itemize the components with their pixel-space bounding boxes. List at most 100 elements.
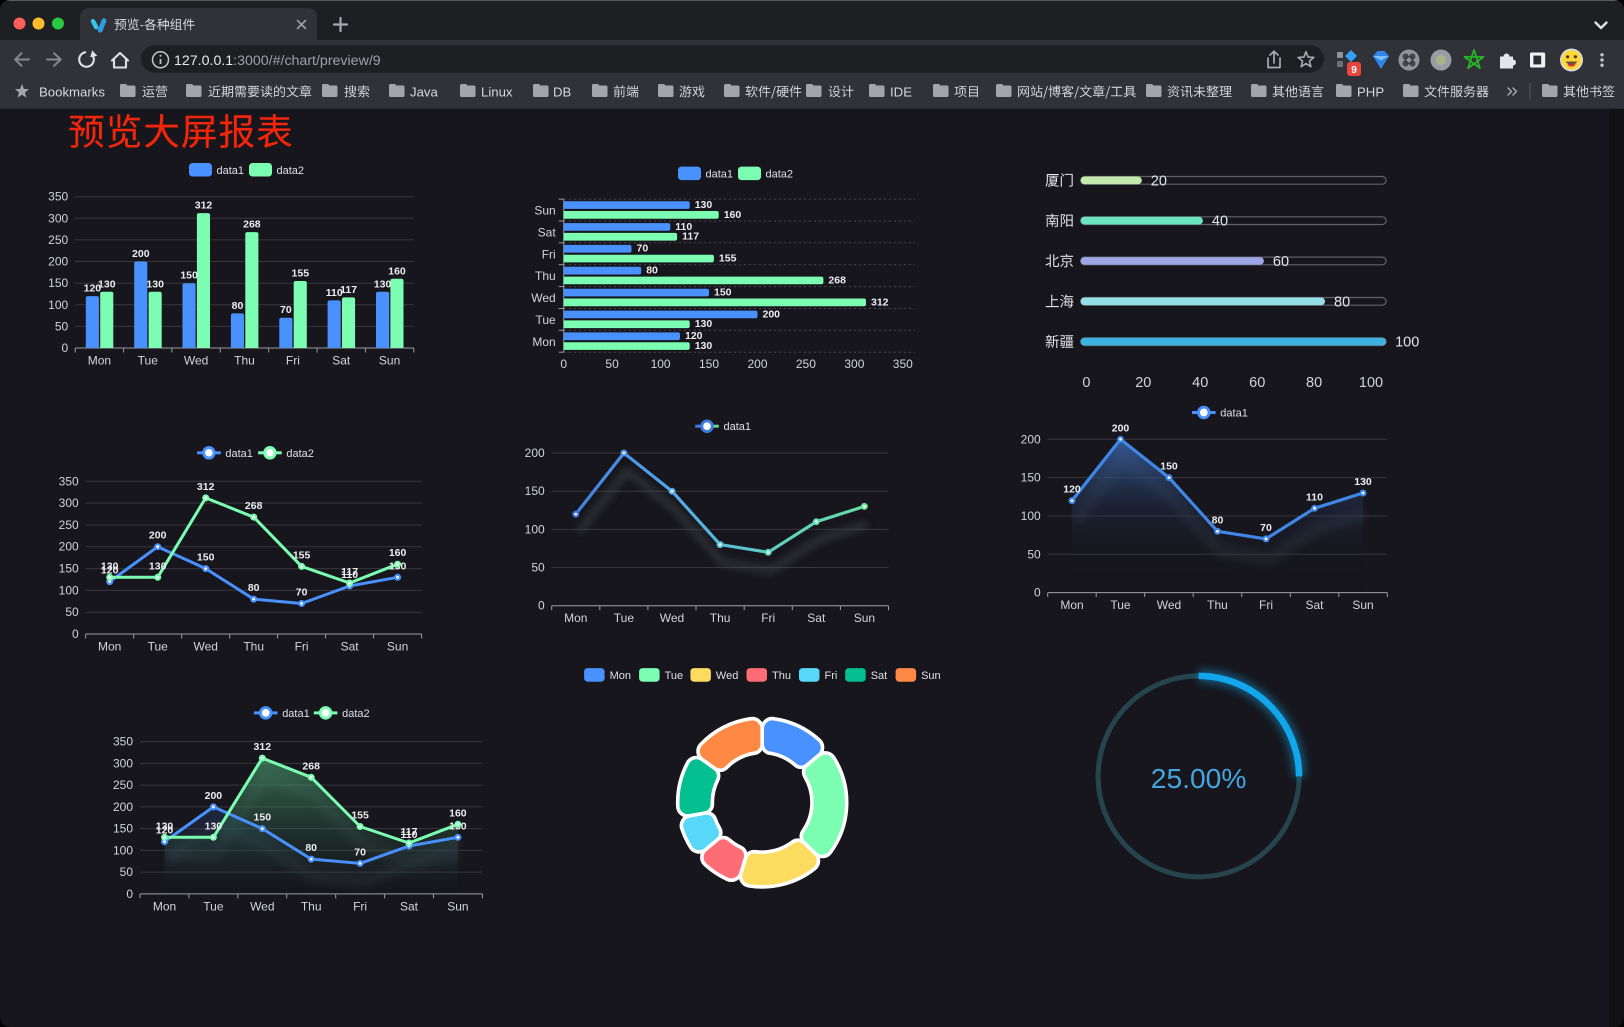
svg-text:160: 160: [389, 547, 407, 559]
svg-text:40: 40: [1212, 214, 1228, 230]
svg-text:data1: data1: [706, 169, 734, 181]
svg-text:Tue: Tue: [614, 611, 635, 625]
svg-text:0: 0: [538, 599, 545, 613]
svg-text:150: 150: [1021, 471, 1041, 485]
svg-text:data2: data2: [766, 169, 794, 181]
svg-text:100: 100: [1395, 335, 1419, 351]
svg-text:117: 117: [340, 284, 357, 296]
svg-text:Wed: Wed: [184, 354, 208, 368]
svg-text:Linux: Linux: [481, 85, 513, 100]
svg-text:130: 130: [695, 199, 713, 211]
svg-text:Sat: Sat: [332, 354, 351, 368]
svg-text:160: 160: [449, 807, 467, 819]
svg-text:200: 200: [763, 308, 781, 320]
svg-text:110: 110: [326, 287, 343, 299]
svg-text:Mon: Mon: [532, 335, 555, 349]
svg-text:Sun: Sun: [387, 640, 408, 654]
svg-text:160: 160: [724, 209, 742, 221]
svg-text:120: 120: [84, 283, 102, 295]
svg-text:250: 250: [48, 233, 68, 247]
svg-text:Mon: Mon: [610, 670, 631, 682]
svg-text:50: 50: [65, 605, 79, 619]
svg-text:Fri: Fri: [286, 354, 300, 368]
svg-text:80: 80: [232, 300, 244, 312]
svg-text:Tue: Tue: [138, 354, 159, 368]
svg-text:Tue: Tue: [148, 640, 169, 654]
svg-text:Sun: Sun: [854, 611, 875, 625]
svg-text:50: 50: [1027, 547, 1041, 561]
svg-text:Java: Java: [410, 85, 439, 100]
svg-text:Sun: Sun: [1352, 598, 1373, 612]
svg-text:150: 150: [113, 822, 133, 836]
svg-text:0: 0: [126, 887, 133, 901]
svg-text:300: 300: [113, 756, 133, 770]
svg-text:150: 150: [59, 562, 79, 576]
svg-text:268: 268: [243, 219, 261, 231]
svg-text:150: 150: [197, 552, 215, 564]
svg-text:Wed: Wed: [716, 670, 738, 682]
svg-text:Sun: Sun: [447, 899, 468, 913]
svg-text:100: 100: [651, 357, 671, 371]
svg-text:Fri: Fri: [825, 670, 838, 682]
svg-text:Sat: Sat: [341, 640, 360, 654]
svg-text:50: 50: [605, 357, 619, 371]
svg-text:200: 200: [48, 255, 68, 269]
svg-text:80: 80: [1306, 375, 1322, 391]
svg-text:data2: data2: [342, 708, 370, 720]
svg-text:Tue: Tue: [665, 670, 684, 682]
svg-text:250: 250: [113, 778, 133, 792]
svg-text:130: 130: [146, 278, 164, 290]
svg-text:data1: data1: [217, 165, 245, 177]
svg-text:Thu: Thu: [243, 640, 264, 654]
svg-text:150: 150: [1160, 461, 1178, 473]
svg-text:155: 155: [719, 253, 737, 265]
svg-text:120: 120: [156, 825, 174, 837]
svg-text:130: 130: [695, 318, 713, 330]
svg-text:130: 130: [1354, 476, 1372, 488]
svg-text:Sun: Sun: [921, 670, 941, 682]
svg-text:130: 130: [101, 560, 119, 572]
svg-text:200: 200: [113, 800, 133, 814]
svg-text:150: 150: [699, 357, 719, 371]
svg-text:Thu: Thu: [1207, 598, 1228, 612]
svg-text:250: 250: [796, 357, 816, 371]
svg-text:Tue: Tue: [203, 899, 224, 913]
svg-text:Thu: Thu: [234, 354, 255, 368]
svg-text:70: 70: [296, 587, 308, 599]
svg-text:0: 0: [1082, 375, 1090, 391]
svg-text:0: 0: [1034, 586, 1041, 600]
svg-text:200: 200: [747, 357, 767, 371]
svg-text:Fri: Fri: [542, 247, 556, 261]
svg-text:Fri: Fri: [1259, 598, 1273, 612]
svg-text:80: 80: [646, 265, 658, 277]
svg-text:150: 150: [48, 276, 68, 290]
svg-text:Thu: Thu: [772, 670, 791, 682]
svg-text:117: 117: [682, 231, 699, 243]
svg-text:150: 150: [714, 287, 732, 299]
svg-text:80: 80: [248, 582, 260, 594]
svg-text:IDE: IDE: [890, 85, 912, 100]
svg-text:0: 0: [560, 357, 567, 371]
svg-text:50: 50: [120, 865, 134, 879]
svg-text:Sat: Sat: [538, 225, 557, 239]
svg-text:70: 70: [354, 846, 366, 858]
svg-text:data1: data1: [225, 448, 253, 460]
svg-text:117: 117: [401, 826, 418, 838]
svg-text:200: 200: [59, 540, 79, 554]
svg-text:350: 350: [59, 474, 79, 488]
svg-text:Bookmarks: Bookmarks: [39, 85, 105, 100]
svg-text:130: 130: [149, 560, 167, 572]
svg-text:50: 50: [531, 561, 545, 575]
svg-text:Thu: Thu: [301, 899, 322, 913]
svg-text:data2: data2: [286, 448, 314, 460]
svg-text:120: 120: [1063, 484, 1081, 496]
svg-text:300: 300: [59, 496, 79, 510]
svg-text:70: 70: [280, 304, 292, 316]
svg-text:268: 268: [828, 274, 846, 286]
svg-text:Wed: Wed: [1157, 598, 1181, 612]
svg-text:130: 130: [156, 820, 174, 832]
svg-text:Fri: Fri: [761, 611, 775, 625]
svg-text:155: 155: [292, 268, 310, 280]
svg-text:130: 130: [98, 278, 116, 290]
svg-text:110: 110: [1306, 491, 1323, 503]
